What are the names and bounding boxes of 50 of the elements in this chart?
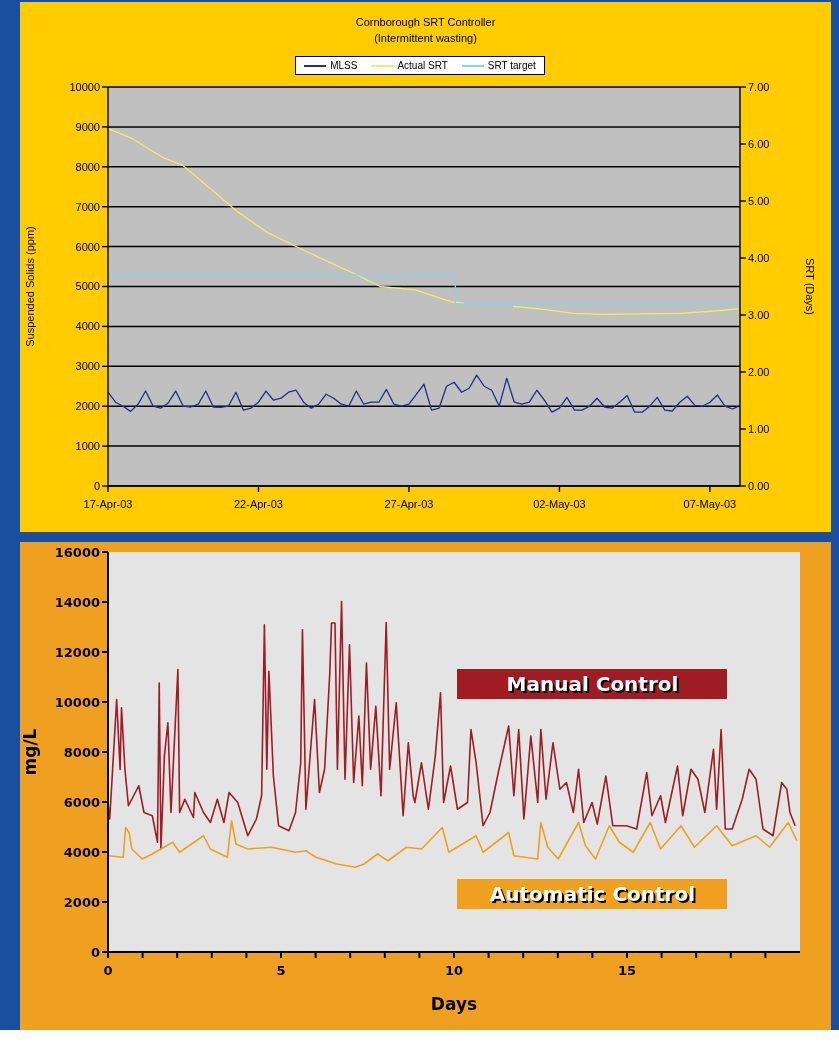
y2-tick-label: 7.00: [748, 80, 770, 93]
y-tick-label: 8000: [63, 744, 100, 760]
x-tick-label: 5: [276, 963, 286, 979]
y2-tick-label: 3.00: [748, 308, 770, 321]
y2-tick-label: 1.00: [748, 422, 770, 435]
chart-subtitle: (Intermittent wasting): [373, 31, 478, 46]
y-tick-label: 0: [93, 479, 100, 492]
y2-tick-label: 5.00: [748, 194, 770, 207]
name-tag: Manual Control: [457, 669, 728, 699]
y2-tick-label: 0.00: [748, 479, 770, 492]
x-axis-title: Days: [430, 994, 478, 1014]
x-tick-label: 17-Apr-03: [83, 497, 133, 510]
x-tick-label: 22-Apr-03: [234, 497, 283, 510]
y-tick-label: 7000: [75, 200, 100, 213]
name-tag: Automatic Control: [457, 879, 728, 909]
y2-axis-title: SRT (Days): [804, 257, 817, 316]
y-tick-label: 5000: [75, 280, 100, 293]
chart-title: Cornborough SRT Controller: [354, 15, 497, 30]
y-axis-title: mg/L: [20, 728, 41, 776]
y-tick-label: 14000: [54, 594, 100, 610]
x-tick-label: 07-May-03: [683, 497, 737, 510]
y-tick-label: 16000: [54, 544, 100, 560]
y2-tick-label: 4.00: [748, 251, 770, 264]
y-axis-title: Suspended Solids (ppm): [23, 226, 36, 347]
x-tick-label: 02-May-03: [533, 497, 586, 510]
y-tick-label: 8000: [75, 160, 100, 173]
y-tick-label: 3000: [75, 360, 100, 373]
y-tick-label: 4000: [63, 844, 100, 860]
legend-label: Actual SRT: [396, 60, 448, 71]
legend-label: SRT target: [486, 60, 536, 71]
y-tick-label: 10000: [54, 694, 100, 710]
x-tick-label: 10: [444, 963, 464, 979]
x-tick-label: 27-Apr-03: [384, 497, 434, 510]
x-tick-label: 15: [617, 963, 637, 979]
y-tick-label: 0: [90, 944, 100, 960]
y-tick-label: 6000: [63, 794, 100, 810]
y2-tick-label: 2.00: [748, 365, 770, 378]
y-tick-label: 6000: [75, 240, 100, 253]
y-tick-label: 4000: [75, 320, 100, 333]
y-tick-label: 10000: [69, 80, 100, 93]
line-series: [108, 600, 796, 850]
y-tick-label: 2000: [75, 400, 100, 413]
y-tick-label: 12000: [54, 644, 100, 660]
x-tick-label: 0: [103, 963, 113, 979]
line-series: [108, 819, 798, 869]
y-tick-label: 2000: [63, 894, 100, 910]
y2-tick-label: 6.00: [748, 137, 770, 150]
y-tick-label: 9000: [75, 120, 100, 133]
legend-label: MLSS: [329, 60, 358, 71]
y-tick-label: 1000: [75, 440, 100, 453]
